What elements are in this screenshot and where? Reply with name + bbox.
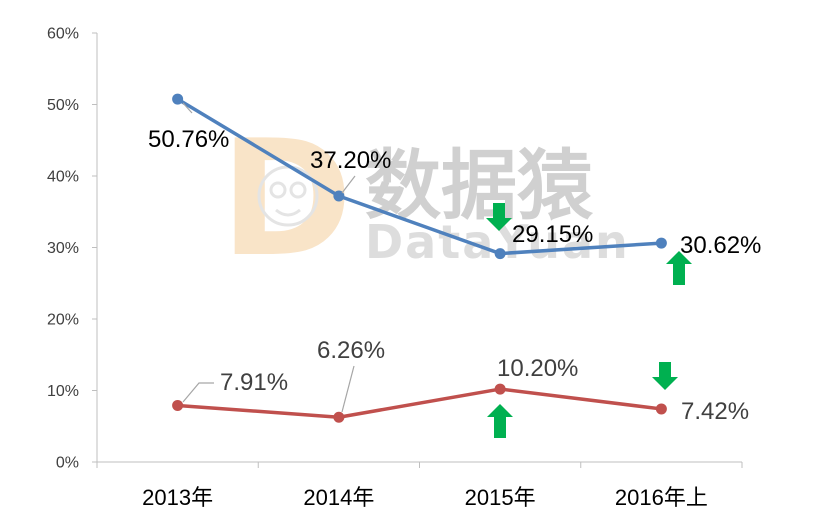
series-2-data-label: 10.20% (497, 355, 578, 382)
watermark-monkey-eye (289, 181, 307, 199)
x-tick-label: 2014年 (303, 485, 374, 510)
series-2-point (494, 383, 506, 395)
series-1-point (494, 248, 506, 260)
leader-line (341, 365, 355, 413)
series-1-data-label: 30.62% (680, 232, 761, 259)
y-tick-label: 60% (47, 26, 79, 43)
data-labels: 50.76% 37.20% 29.15% 30.62% 7.91% 6.26% 10.20%… (148, 102, 761, 425)
series-1-point (655, 237, 667, 249)
series-lines (172, 93, 667, 423)
x-tick-label: 2015年 (465, 485, 536, 510)
series-1-point (333, 190, 345, 202)
y-tick-label: 0% (56, 455, 79, 472)
watermark-monkey-mouth (275, 208, 301, 217)
x-tick-label: 2013年 (142, 485, 213, 510)
y-tick-label: 50% (47, 97, 79, 114)
y-tick-label: 10% (47, 383, 79, 400)
y-tick-label: 40% (47, 169, 79, 186)
series-1-data-label: 29.15% (512, 221, 593, 248)
series-2-data-label: 6.26% (317, 337, 385, 364)
watermark-text: 数据猿 (365, 141, 594, 230)
series-2-point (333, 411, 345, 423)
series-2-point (172, 399, 184, 411)
watermark: D 数据猿 DataYuan (220, 105, 628, 292)
series-2-data-label: 7.91% (220, 369, 288, 396)
y-tick-label: 20% (47, 312, 79, 329)
leader-line (341, 175, 356, 194)
axes: 0% 10% 20% 30% 40% 50% 60% 2013年 2014年 2015年 2016年… (47, 26, 743, 510)
series-1-data-label: 37.20% (310, 147, 391, 174)
x-tick-label: 2016年上 (615, 485, 708, 510)
series-2-data-label: 7.42% (681, 398, 749, 425)
watermark-logo-letter: D (220, 105, 353, 292)
series-1-data-label: 50.76% (148, 126, 229, 153)
leader-line (182, 382, 214, 403)
arrow-down-icon (486, 203, 512, 231)
leader-line (182, 102, 193, 114)
series-1-line (175, 97, 664, 256)
watermark-monkey-eye (269, 181, 287, 199)
y-tick-label: 30% (47, 240, 79, 257)
series-1-point (172, 93, 184, 105)
arrow-down-icon (652, 362, 678, 390)
arrow-up-icon (487, 404, 513, 438)
change-markers (486, 203, 692, 438)
series-2-line (175, 387, 664, 419)
series-2-point (655, 403, 667, 415)
arrow-up-icon (666, 251, 692, 285)
